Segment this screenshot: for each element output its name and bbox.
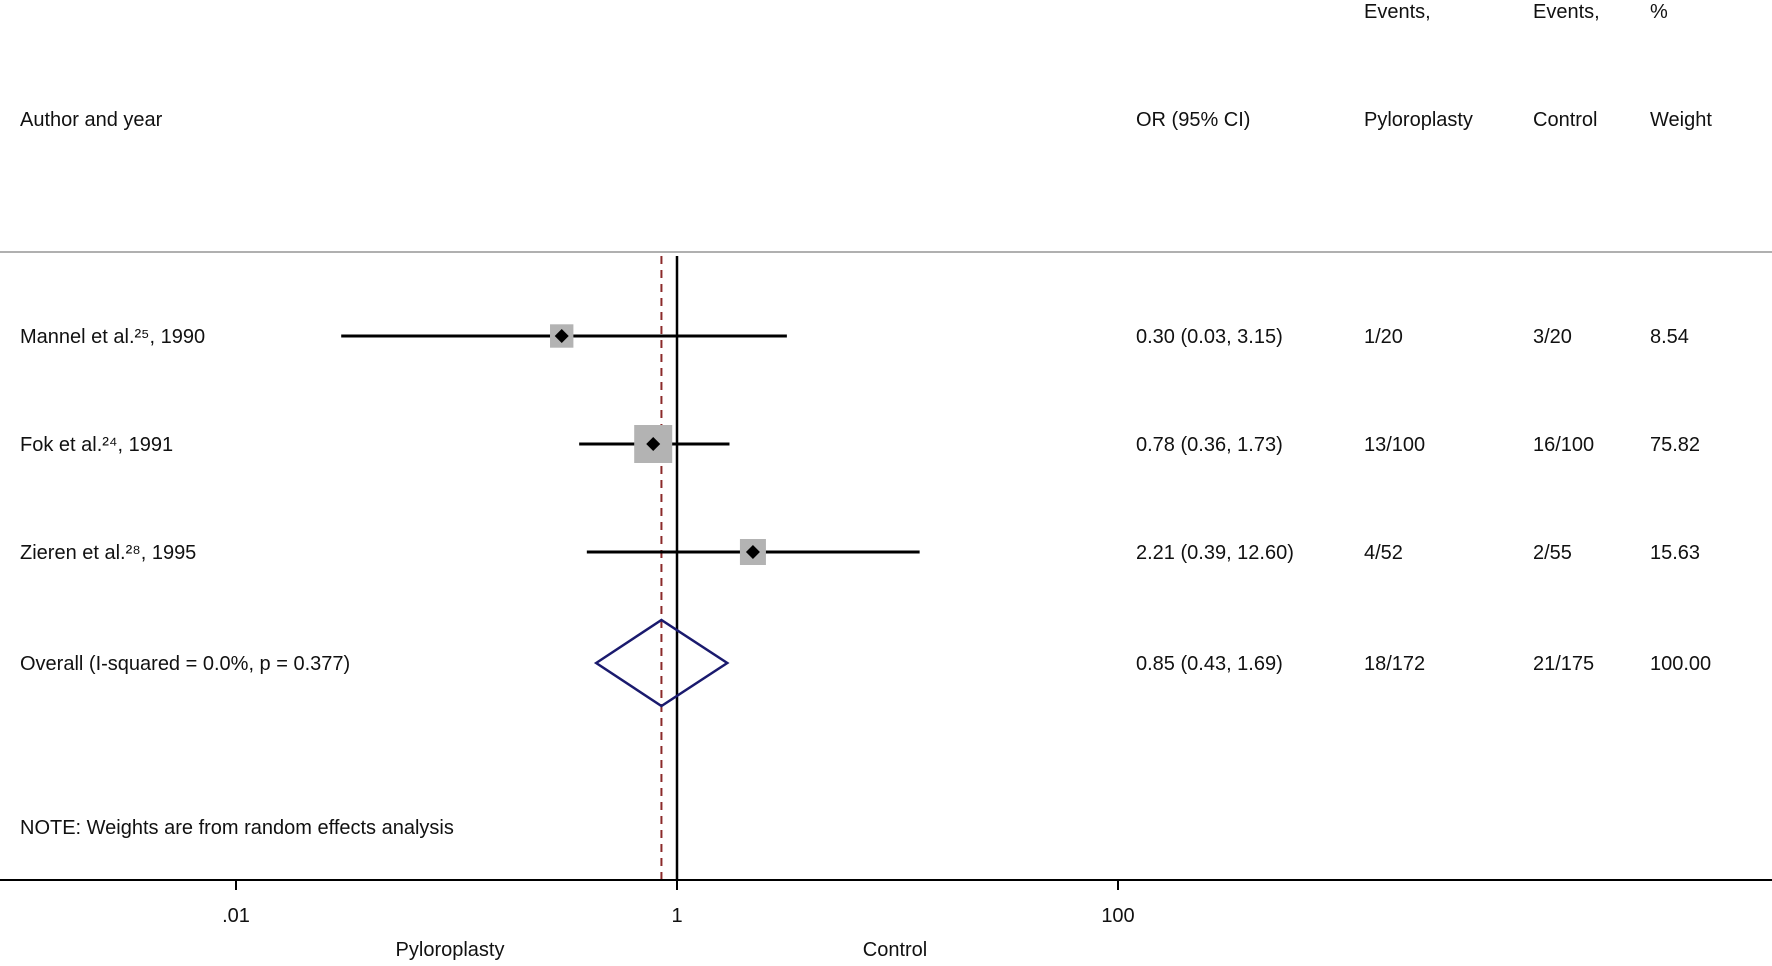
point-estimate-marker xyxy=(745,545,760,559)
x-tick-label: .01 xyxy=(222,905,250,927)
header-events-pyloroplasty-line1: Events, xyxy=(1364,1,1431,23)
overall-events-pyloroplasty: 18/172 xyxy=(1364,653,1425,675)
study-events-control: 3/20 xyxy=(1533,326,1572,348)
study-label: Zieren et al.²⁸, 1995 xyxy=(20,542,196,564)
study-row: Zieren et al.²⁸, 1995 2.21 (0.39, 12.60) 4… xyxy=(20,539,1700,565)
study-label: Mannel et al.²⁵, 1990 xyxy=(20,326,205,348)
header-or-ci: OR (95% CI) xyxy=(1136,109,1250,131)
overall-ci: 0.85 (0.43, 1.69) xyxy=(1136,653,1283,675)
overall-label: Overall (I-squared = 0.0%, p = 0.377) xyxy=(20,653,350,675)
study-rows: Mannel et al.²⁵, 1990 0.30 (0.03, 3.15) 1/… xyxy=(20,324,1700,565)
header-weight-line1: % xyxy=(1650,1,1668,23)
favours-right-label: Control xyxy=(863,939,927,961)
header-events-control-line2: Control xyxy=(1533,109,1597,131)
study-label: Fok et al.²⁴, 1991 xyxy=(20,434,173,456)
header-events-control-line1: Events, xyxy=(1533,1,1600,23)
study-ci: 0.30 (0.03, 3.15) xyxy=(1136,326,1283,348)
study-events-control: 2/55 xyxy=(1533,542,1572,564)
study-weight: 75.82 xyxy=(1650,434,1700,456)
study-weight: 15.63 xyxy=(1650,542,1700,564)
header-study: Author and year xyxy=(20,109,163,131)
point-estimate-marker xyxy=(646,437,661,451)
note-text: NOTE: Weights are from random effects an… xyxy=(20,817,454,839)
x-tick-label: 100 xyxy=(1101,905,1134,927)
overall-weight: 100.00 xyxy=(1650,653,1711,675)
overall-diamond xyxy=(593,618,730,708)
study-row: Mannel et al.²⁵, 1990 0.30 (0.03, 3.15) 1/… xyxy=(20,324,1689,348)
favours-left-label: Pyloroplasty xyxy=(396,939,505,961)
study-events-control: 16/100 xyxy=(1533,434,1594,456)
study-events-pyloroplasty: 13/100 xyxy=(1364,434,1425,456)
header-weight-line2: Weight xyxy=(1650,109,1712,131)
x-tick-label: 1 xyxy=(671,905,682,927)
study-events-pyloroplasty: 1/20 xyxy=(1364,326,1403,348)
study-events-pyloroplasty: 4/52 xyxy=(1364,542,1403,564)
header-events-pyloroplasty-line2: Pyloroplasty xyxy=(1364,109,1473,131)
point-estimate-marker xyxy=(554,329,569,343)
study-ci: 2.21 (0.39, 12.60) xyxy=(1136,542,1294,564)
study-row: Fok et al.²⁴, 1991 0.78 (0.36, 1.73) 13/10… xyxy=(20,425,1700,463)
study-ci: 0.78 (0.36, 1.73) xyxy=(1136,434,1283,456)
overall-events-control: 21/175 xyxy=(1533,653,1594,675)
x-axis-ticks: .01 1 100 xyxy=(222,880,1135,927)
study-weight: 8.54 xyxy=(1650,326,1689,348)
